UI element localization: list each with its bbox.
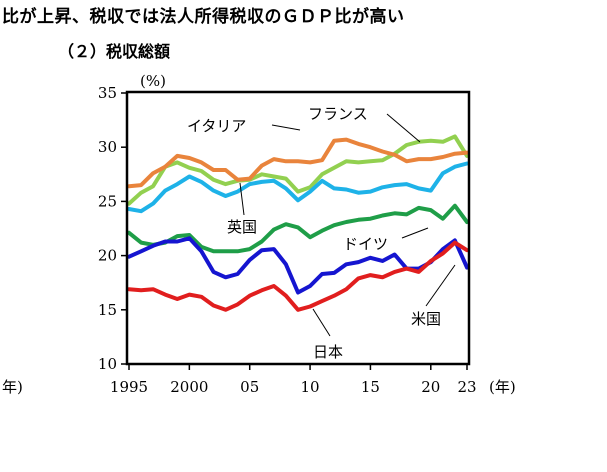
leader-uk <box>239 182 245 216</box>
y-tick-label-2: 20 <box>98 247 117 265</box>
y-axis-unit: (%) <box>140 72 166 90</box>
series-line-4 <box>127 236 469 295</box>
series-line-2 <box>127 161 469 214</box>
leader-italy <box>271 124 301 131</box>
x-tick-label-6: 23 <box>457 378 476 396</box>
x-tick-label-1: 2000 <box>170 378 208 396</box>
x-axis-unit-left: 年) <box>2 378 23 396</box>
label-usa: 米国 <box>411 310 441 328</box>
label-japan: 日本 <box>313 343 343 361</box>
y-tick-label-0: 10 <box>98 355 117 373</box>
x-axis-unit-right: (年) <box>489 378 516 396</box>
plot-frame <box>125 90 471 366</box>
x-tick-label-3: 10 <box>301 378 320 396</box>
series-line-3 <box>127 203 469 254</box>
y-tick-label-3: 25 <box>98 192 117 210</box>
leader-france <box>386 113 421 143</box>
series-line-0 <box>127 134 469 206</box>
heading: 比が上昇、税収では法人所得税収のＧＤＰ比が高い <box>2 7 405 27</box>
label-germany: ドイツ <box>343 235 388 253</box>
label-italy: イタリア <box>187 117 246 135</box>
y-tick-label-5: 35 <box>98 84 117 102</box>
x-tick-label-5: 20 <box>421 378 440 396</box>
y-tick-label-4: 30 <box>98 138 117 156</box>
x-tick-label-2: 05 <box>240 378 259 396</box>
leader-usa <box>425 264 456 307</box>
series-line-5 <box>127 240 469 312</box>
leader-japan <box>312 308 331 337</box>
x-tick-label-0: 1995 <box>110 378 148 396</box>
y-tick-label-1: 15 <box>98 301 117 319</box>
label-uk: 英国 <box>227 218 257 236</box>
label-france: フランス <box>308 105 368 123</box>
leader-germany <box>401 227 429 239</box>
x-tick-label-4: 15 <box>361 378 380 396</box>
series-line-1 <box>127 137 469 189</box>
chart-subtitle: （２）税収総額 <box>58 42 171 61</box>
